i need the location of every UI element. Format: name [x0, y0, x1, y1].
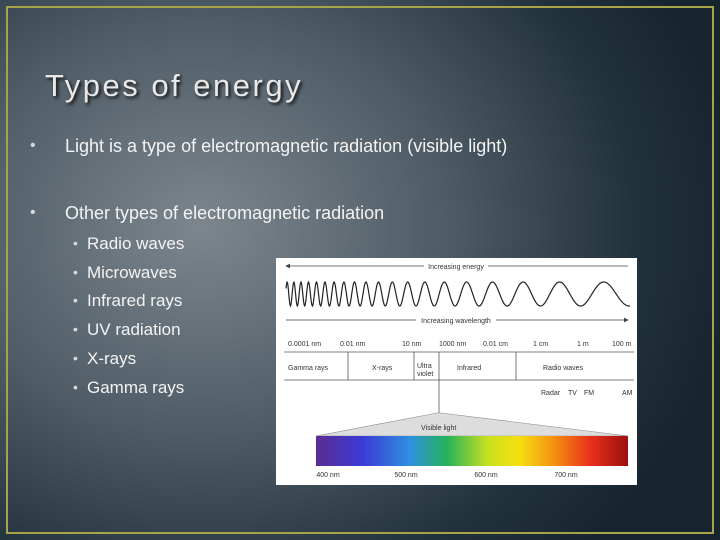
region-label: X-rays — [372, 365, 393, 372]
band-label: TV — [568, 390, 577, 397]
slide-title: Types of energy — [45, 68, 304, 103]
scale-label: 1 m — [577, 341, 589, 348]
visible-spectrum — [316, 436, 628, 466]
region-label: Gamma rays — [288, 365, 329, 372]
sub-bullet-text: Radio waves — [87, 234, 185, 253]
sub-bullet-text: Infrared rays — [87, 291, 183, 311]
bullet-text: Other types of electromagnetic radiation — [65, 203, 385, 223]
region-label: violet — [417, 371, 433, 378]
band-label: AM — [622, 390, 633, 397]
sub-bullet-marker: • — [73, 349, 78, 366]
visible-label: Visible light — [421, 425, 456, 432]
spectrum-diagram: Increasing energy Increasing wavelength … — [276, 258, 637, 485]
scale-label: 100 m — [612, 341, 632, 348]
bullet-marker: • — [30, 137, 36, 154]
visible-scale-label: 500 nm — [394, 472, 418, 479]
sub-bullet-marker: • — [73, 321, 78, 338]
region-label: Radio waves — [543, 365, 584, 372]
scale-label: 1 cm — [533, 341, 548, 348]
region-label: Infrared — [457, 365, 481, 372]
visible-scale-label: 600 nm — [474, 472, 498, 479]
visible-scale-label: 400 nm — [316, 472, 340, 479]
scale-label: 0.01 nm — [340, 341, 365, 348]
wave — [285, 280, 631, 308]
scale-label: 10 nm — [402, 341, 422, 348]
region-label: Ultra — [417, 363, 432, 370]
sub-bullet-marker: • — [73, 235, 78, 251]
scale-label: 0.0001 nm — [288, 341, 321, 348]
sub-bullet-text: Gamma rays — [87, 377, 185, 397]
bullet-text: Light is a type of electromagnetic radia… — [65, 136, 508, 156]
label-bg — [424, 262, 488, 271]
region-dividers — [284, 352, 634, 413]
visible-scale-label: 700 nm — [554, 472, 578, 479]
sub-bullet-text: UV radiation — [87, 320, 181, 340]
band-label: FM — [584, 390, 594, 397]
sub-bullet-text: X-rays — [87, 348, 137, 368]
bullet-marker: • — [30, 204, 36, 221]
arrow-label: Increasing energy — [428, 264, 484, 271]
band-label: Radar — [541, 390, 561, 397]
label-bg — [416, 315, 496, 324]
sub-bullet-marker: • — [73, 378, 78, 395]
slide-border — [6, 6, 714, 534]
sub-bullet-marker: • — [73, 263, 78, 280]
scale-label: 0.01 cm — [483, 341, 508, 348]
sub-bullet-marker: • — [73, 292, 78, 309]
arrow-label: Increasing wavelength — [421, 318, 491, 325]
scale-label: 1000 nm — [439, 341, 466, 348]
sub-bullet-text: Microwaves — [87, 262, 177, 282]
